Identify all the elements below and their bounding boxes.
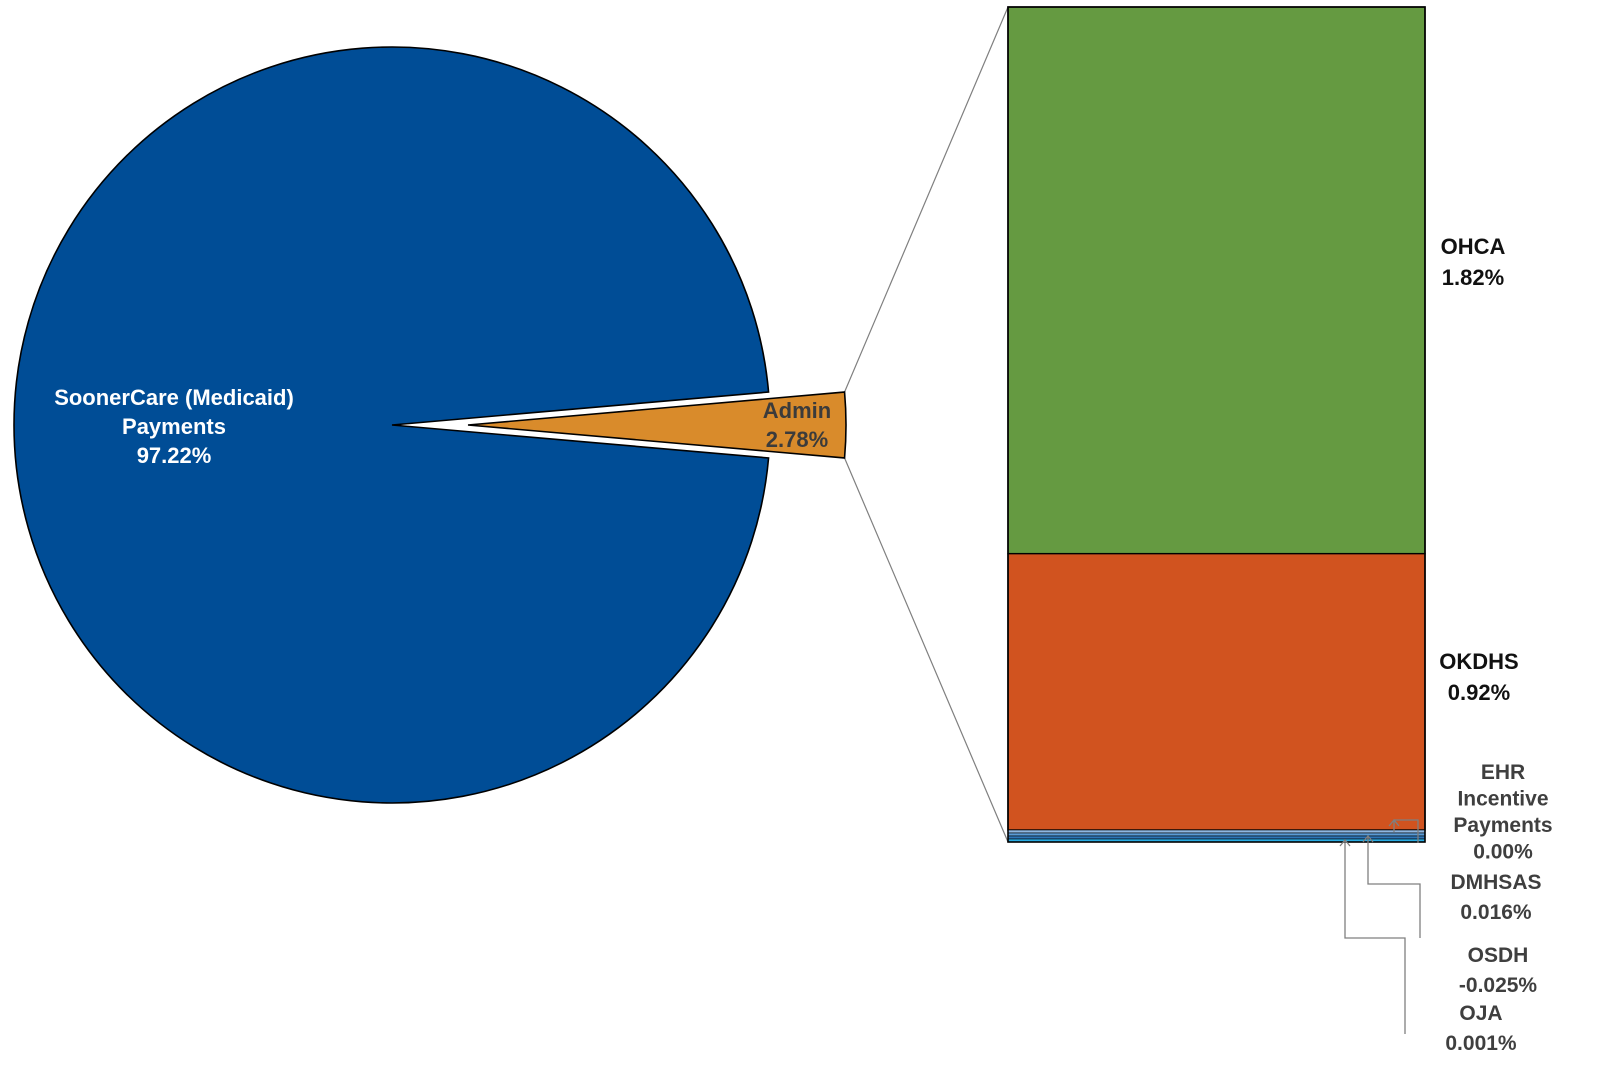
bar-segment-ehr: [1007, 829, 1426, 834]
leader-lines: [1339, 818, 1421, 1034]
bar-label-okdhs: OKDHS 0.92%: [1439, 649, 1518, 705]
bar-label-osdh: OSDH -0.025%: [1459, 944, 1538, 997]
slice-label-soonercare: SoonerCare (Medicaid) Payments 97.22%: [54, 385, 294, 468]
leader-dmhsas: [1362, 834, 1421, 938]
bar-label-oja: OJA 0.001%: [1445, 1002, 1517, 1055]
bar-label-dmhsas: DMHSAS 0.016%: [1450, 871, 1541, 924]
bar-label-ohca: OHCA 1.82%: [1441, 234, 1506, 290]
bar-outline: [1007, 6, 1426, 843]
pie-slice-soonercare-medicaid: [13, 46, 770, 804]
connector-line-bottom: [844, 457, 1009, 843]
connector-line-top: [844, 6, 1009, 393]
stacked-bar: [1007, 6, 1426, 843]
leader-osdh: [1339, 838, 1406, 1034]
connector-lines: [844, 6, 1009, 843]
bar-segment-dmhsas: [1007, 832, 1426, 837]
bar-segment-osdh: [1007, 835, 1426, 840]
bar-label-ehr: EHR Incentive Payments 0.00%: [1453, 761, 1552, 864]
bar-segment-ohca: [1007, 6, 1426, 555]
bar-segment-okdhs: [1007, 552, 1426, 831]
pie: [13, 46, 847, 804]
data-labels: SoonerCare (Medicaid) Payments 97.22% Admin…: [54, 234, 1552, 1055]
slice-label-admin: Admin 2.78%: [763, 398, 831, 452]
pie-slice-admin: [467, 391, 847, 459]
leader-ehr: [1388, 818, 1419, 843]
